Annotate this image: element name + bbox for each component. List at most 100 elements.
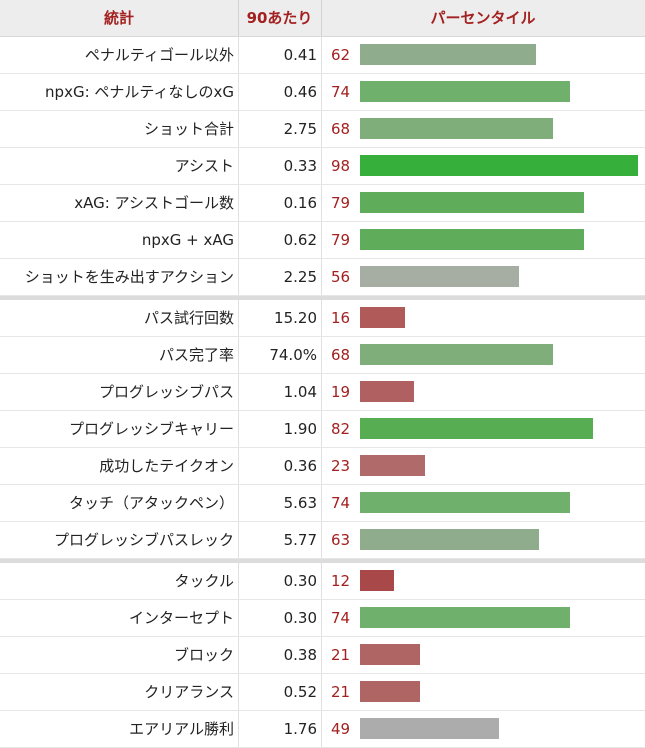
percentile-value: 74 — [331, 83, 351, 101]
percentile-value: 98 — [331, 157, 351, 175]
cell-divider — [321, 448, 322, 484]
percentile-bar — [360, 607, 570, 628]
stat-label: ブロック — [173, 646, 234, 664]
cell-divider — [238, 337, 239, 373]
table-header: 統計 90あたり パーセンタイル — [0, 0, 645, 37]
percentile-value: 63 — [331, 531, 351, 549]
per90-value: 0.16 — [283, 194, 317, 212]
cell-divider — [321, 411, 322, 447]
percentile-bar — [360, 344, 553, 365]
table-row: プログレッシブパス 1.04 19 — [0, 374, 645, 411]
per90-value: 1.76 — [283, 720, 317, 738]
stat-label: クリアランス — [144, 683, 234, 701]
stat-label: エアリアル勝利 — [129, 720, 234, 738]
cell-divider — [238, 600, 239, 636]
percentile-value: 82 — [331, 420, 351, 438]
cell-divider — [321, 711, 322, 747]
per90-value: 0.30 — [283, 609, 317, 627]
per90-value: 0.46 — [283, 83, 317, 101]
cell-divider — [238, 74, 239, 110]
percentile-value: 68 — [331, 346, 351, 364]
percentile-bar — [360, 192, 584, 213]
cell-divider — [238, 111, 239, 147]
table-row: エアリアル勝利 1.76 49 — [0, 711, 645, 748]
percentile-bar — [360, 155, 638, 176]
header-percentile[interactable]: パーセンタイル — [430, 9, 536, 27]
table-row: パス完了率 74.0% 68 — [0, 337, 645, 374]
cell-divider — [238, 563, 239, 599]
per90-value: 0.62 — [283, 231, 317, 249]
cell-divider — [238, 711, 239, 747]
percentile-value: 68 — [331, 120, 351, 138]
group-separator — [0, 559, 645, 563]
percentile-value: 21 — [331, 683, 351, 701]
percentile-bar — [360, 681, 420, 702]
cell-divider — [238, 485, 239, 521]
cell-divider — [321, 600, 322, 636]
header-divider — [238, 0, 239, 36]
stat-label: ショットを生み出すアクション — [24, 268, 234, 286]
percentile-value: 62 — [331, 46, 351, 64]
percentile-bar — [360, 44, 536, 65]
cell-divider — [321, 74, 322, 110]
per90-value: 15.20 — [274, 309, 317, 327]
cell-divider — [321, 300, 322, 336]
percentile-bar — [360, 229, 584, 250]
header-divider — [321, 0, 322, 36]
stat-label: npxG: ペナルティなしのxG — [45, 83, 234, 101]
percentile-bar — [360, 492, 570, 513]
table-row: プログレッシブパスレック 5.77 63 — [0, 522, 645, 559]
cell-divider — [238, 185, 239, 221]
percentile-bar — [360, 644, 420, 665]
table-row: xAG: アシストゴール数 0.16 79 — [0, 185, 645, 222]
cell-divider — [321, 485, 322, 521]
per90-value: 2.75 — [283, 120, 317, 138]
percentile-bar — [360, 455, 425, 476]
cell-divider — [321, 185, 322, 221]
per90-value: 0.36 — [283, 457, 317, 475]
cell-divider — [321, 37, 322, 73]
header-per90[interactable]: 90あたり — [246, 9, 313, 27]
stat-label: ショット合計 — [143, 120, 234, 138]
cell-divider — [238, 300, 239, 336]
header-stat[interactable]: 統計 — [103, 9, 134, 27]
cell-divider — [238, 148, 239, 184]
per90-value: 1.04 — [283, 383, 317, 401]
stat-label: プログレッシブキャリー — [68, 420, 234, 438]
percentile-value: 79 — [331, 231, 351, 249]
stat-label: タッチ（アタックペン） — [68, 494, 234, 512]
cell-divider — [238, 674, 239, 710]
cell-divider — [238, 411, 239, 447]
table-body: ペナルティゴール以外 0.41 62 npxG: ペナルティなしのxG 0.46 74 ショ… — [0, 37, 645, 748]
percentile-bar — [360, 118, 553, 139]
cell-divider — [321, 563, 322, 599]
stat-label: npxG + xAG — [141, 231, 234, 249]
table-row: タックル 0.30 12 — [0, 563, 645, 600]
per90-value: 5.63 — [283, 494, 317, 512]
percentile-value: 21 — [331, 646, 351, 664]
percentile-value: 79 — [331, 194, 351, 212]
cell-divider — [321, 337, 322, 373]
table-row: ショット合計 2.75 68 — [0, 111, 645, 148]
stat-label: xAG: アシストゴール数 — [74, 194, 234, 212]
cell-divider — [321, 222, 322, 258]
table-row: パス試行回数 15.20 16 — [0, 300, 645, 337]
cell-divider — [238, 222, 239, 258]
per90-value: 2.25 — [283, 268, 317, 286]
table-row: npxG: ペナルティなしのxG 0.46 74 — [0, 74, 645, 111]
table-row: ペナルティゴール以外 0.41 62 — [0, 37, 645, 74]
per90-value: 0.52 — [283, 683, 317, 701]
stat-label: インターセプト — [128, 609, 234, 627]
percentile-value: 19 — [331, 383, 351, 401]
cell-divider — [321, 148, 322, 184]
table-row: npxG + xAG 0.62 79 — [0, 222, 645, 259]
cell-divider — [238, 448, 239, 484]
per90-value: 1.90 — [283, 420, 317, 438]
per90-value: 0.30 — [283, 572, 317, 590]
per90-value: 74.0% — [269, 346, 317, 364]
cell-divider — [321, 674, 322, 710]
cell-divider — [238, 374, 239, 410]
per90-value: 0.38 — [283, 646, 317, 664]
cell-divider — [238, 37, 239, 73]
